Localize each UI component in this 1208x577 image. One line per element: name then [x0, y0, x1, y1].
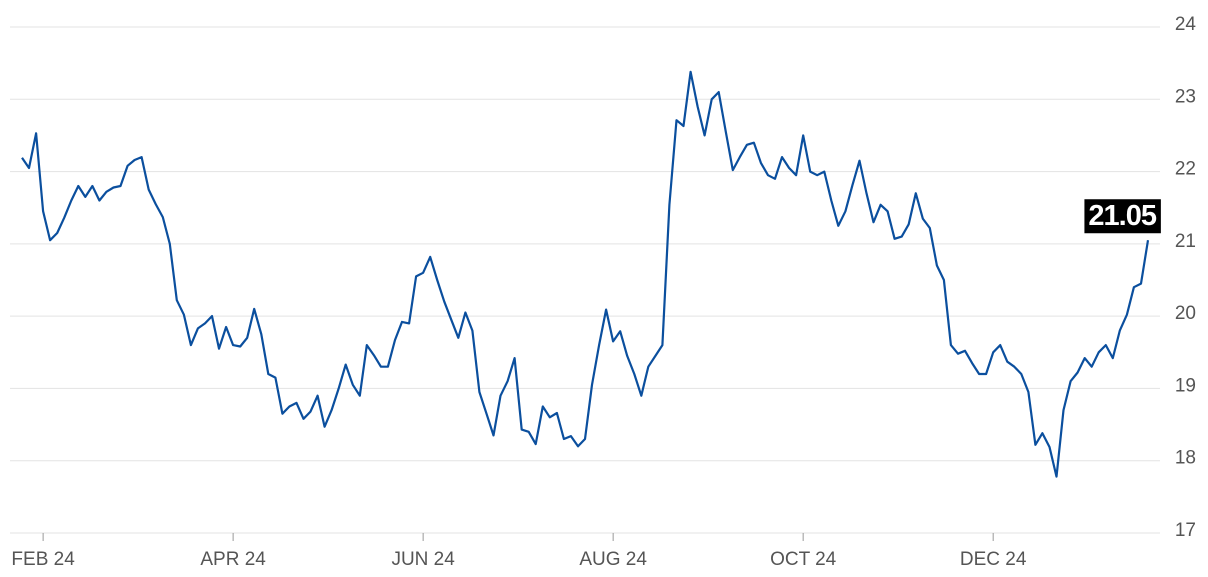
y-tick-label: 21 — [1175, 231, 1196, 252]
y-tick-label: 18 — [1175, 448, 1196, 469]
x-tick-label: OCT 24 — [770, 549, 837, 570]
y-tick-label: 20 — [1175, 303, 1196, 324]
x-tick-label: JUN 24 — [391, 549, 455, 570]
price-line — [21, 70, 1150, 478]
last-value-label: 21.05 — [1088, 200, 1156, 232]
last-value-box — [1084, 199, 1161, 234]
x-tick-label: DEC 24 — [960, 549, 1027, 570]
y-tick-label: 19 — [1175, 375, 1196, 396]
x-tick-label: APR 24 — [200, 549, 266, 570]
y-tick-label: 17 — [1175, 520, 1196, 541]
y-tick-label: 22 — [1175, 159, 1196, 180]
y-tick-label: 24 — [1175, 14, 1197, 35]
y-tick-label: 23 — [1175, 86, 1196, 107]
x-tick-label: AUG 24 — [579, 549, 647, 570]
x-tick-label: FEB 24 — [11, 549, 75, 570]
